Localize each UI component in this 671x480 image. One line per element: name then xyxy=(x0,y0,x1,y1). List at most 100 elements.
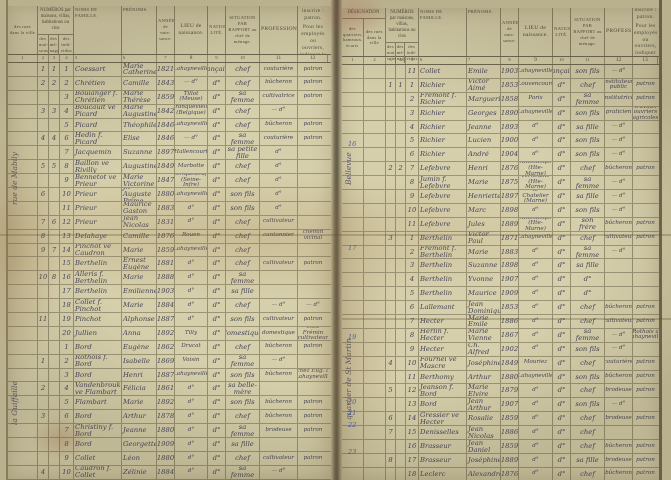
cell: 8 xyxy=(38,229,49,243)
cell xyxy=(342,440,364,453)
cell: d° xyxy=(208,243,226,257)
position-note-2: Pour les employés ou ouvriers, indiquer … xyxy=(634,22,658,56)
cell: 1842 xyxy=(157,104,175,118)
cell: Henri xyxy=(467,162,501,176)
street-name-note: la Guiffaille xyxy=(10,381,19,425)
cell: Marie Augustine xyxy=(123,104,157,118)
cell: d° xyxy=(175,299,208,313)
cell: sa femme xyxy=(571,328,605,342)
cell xyxy=(364,453,386,467)
cell: Marie Thérèse xyxy=(122,90,157,104)
cell xyxy=(633,65,658,78)
cell xyxy=(396,245,406,259)
cell: d° xyxy=(208,90,226,104)
cell: 1880 xyxy=(501,370,519,384)
cell: d° xyxy=(519,384,553,398)
cell: d° xyxy=(553,301,571,315)
cell: d° xyxy=(553,176,571,190)
cell xyxy=(298,244,328,257)
margin-number: 20 xyxy=(348,398,357,406)
cell: — d° xyxy=(605,398,633,412)
cell xyxy=(633,190,658,203)
cell: son fils xyxy=(571,148,605,162)
cell xyxy=(396,315,406,328)
cell xyxy=(364,65,386,78)
cell xyxy=(342,65,364,78)
cell: 1 xyxy=(406,78,419,92)
cell xyxy=(396,190,406,203)
cell: Paris xyxy=(519,92,553,106)
cell: 11 xyxy=(38,313,49,326)
cell xyxy=(396,65,406,78)
cell xyxy=(396,259,406,273)
cell xyxy=(386,176,396,190)
cell xyxy=(386,148,396,162)
cell: d° xyxy=(208,424,226,438)
cell: 1880 xyxy=(157,188,175,201)
header-profession: PROFESSION. xyxy=(605,8,633,56)
cell: son fils xyxy=(571,134,605,148)
cell: d° xyxy=(519,440,553,453)
cell xyxy=(342,148,364,162)
cell xyxy=(342,231,364,245)
column-number: 4 xyxy=(396,57,406,64)
column-number: 9 xyxy=(519,57,553,64)
cell xyxy=(49,382,60,396)
column-number: 6 xyxy=(419,57,467,64)
cell: d° xyxy=(208,285,226,299)
cell: patron xyxy=(303,426,323,433)
cell xyxy=(49,188,60,201)
cell: patron xyxy=(636,220,655,227)
cell: 3 xyxy=(60,368,74,382)
cell: chef xyxy=(571,162,605,176)
cell: 16 xyxy=(406,440,419,453)
cell: bûcheron xyxy=(605,162,633,176)
header-designation-title: DÉSIGNATION xyxy=(342,8,385,19)
cell: 9 xyxy=(406,190,419,203)
cell: bûcheron xyxy=(260,410,298,424)
cell: Prieur xyxy=(74,188,122,201)
cell: 2 xyxy=(38,76,49,90)
cell: Richier xyxy=(419,78,467,92)
cell xyxy=(49,174,60,188)
cell xyxy=(342,245,364,259)
table-header-right: DÉSIGNATION des quartiers, hameaux, écar… xyxy=(342,8,659,63)
cell: — d° xyxy=(175,132,208,146)
cell xyxy=(396,328,406,342)
cell: — d° xyxy=(605,190,633,203)
header-maisons: des mai-sons xyxy=(387,42,396,63)
cell: Delahaye xyxy=(74,229,122,243)
cell xyxy=(342,134,364,148)
cell: Fournel ve Mascre xyxy=(419,356,467,370)
cell: 2 xyxy=(406,92,419,106)
cell: Marie Emile xyxy=(467,315,501,328)
cell: 1881 xyxy=(157,257,175,271)
cell: 6 xyxy=(406,148,419,162)
cell: Lahayneville xyxy=(175,368,208,382)
cell: Henriette xyxy=(467,190,501,203)
cell: Criquebeuf (Seine-Infre) xyxy=(175,174,208,188)
table-header-left: des rues dans la ville NUMÉROS par maiso… xyxy=(8,6,331,55)
cell xyxy=(49,396,60,410)
cell: travaux ouvriers agricoles xyxy=(633,107,658,120)
cell: Bord xyxy=(74,340,122,354)
table-row: 11 19 Pinchot Alphonse 1887 d° d° son fils culti… xyxy=(8,313,331,327)
cell: 8 xyxy=(386,453,396,467)
cell: Allichamps (Hte-Marne) xyxy=(519,217,553,231)
cell: 1 xyxy=(38,354,49,368)
cell: patron xyxy=(303,315,323,322)
cell: Lucien xyxy=(467,134,501,148)
cell: bûcheron xyxy=(605,467,633,480)
cell: Georges xyxy=(467,106,501,120)
cell xyxy=(364,217,386,231)
cell xyxy=(386,301,396,315)
cell: couturière xyxy=(605,356,633,370)
table-row: 5 5 8 Baillon ve Rivilly Augustine 1849 Marbot… xyxy=(8,160,331,175)
cell: Joséphine xyxy=(467,453,501,467)
cell xyxy=(8,118,38,132)
cell: praticien xyxy=(605,106,633,120)
cell xyxy=(49,285,60,299)
header-situation: SITUATION PAR RAPPORT au chef de ménage. xyxy=(226,6,260,54)
cell: d° xyxy=(208,188,226,201)
